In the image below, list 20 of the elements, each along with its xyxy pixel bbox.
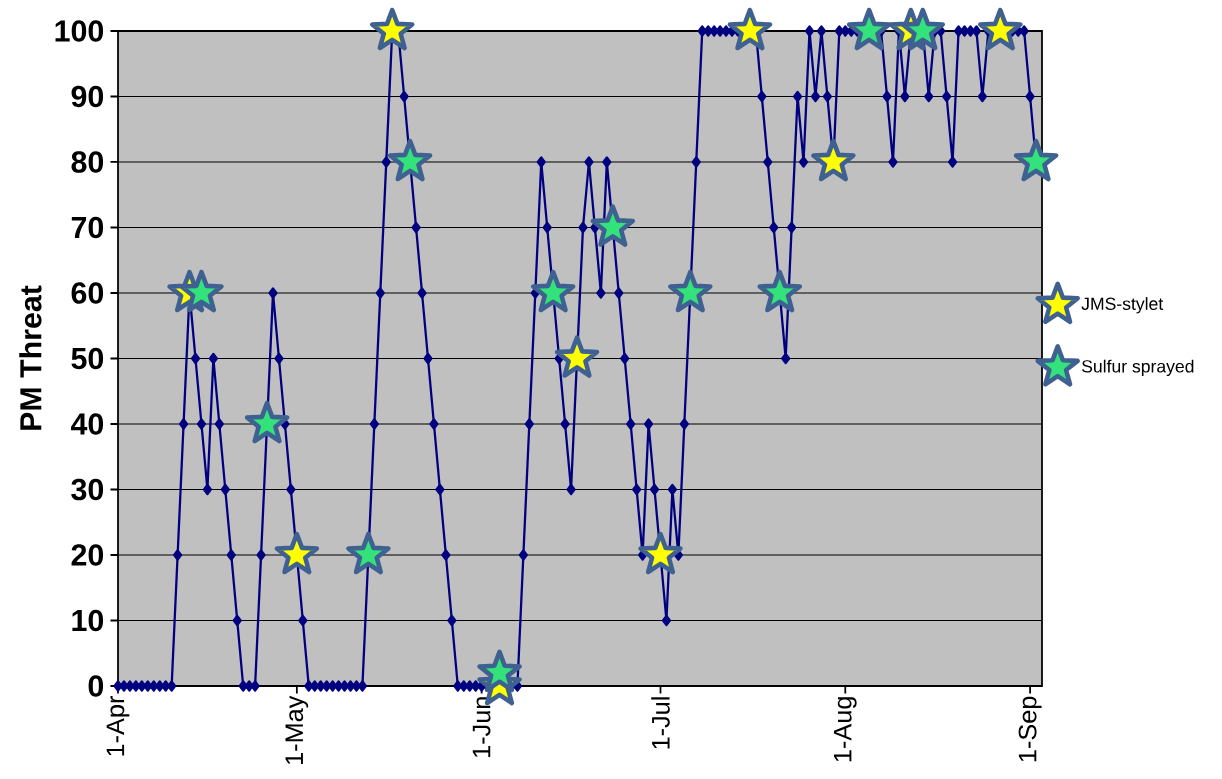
legend-label: JMS-stylet <box>1081 297 1164 314</box>
y-tick-label: 10 <box>72 609 104 632</box>
x-tick-label: 1-Aug <box>833 697 857 762</box>
x-tick-label: 1-May <box>285 695 309 764</box>
x-tick-label: 1-Jun <box>472 697 491 757</box>
y-axis-title: PM Threat <box>19 285 42 430</box>
x-tick-label: 1-Sep <box>1018 696 1042 762</box>
x-tick-label: 1-Apr <box>106 696 130 756</box>
y-tick-label: 0 <box>88 675 104 697</box>
y-tick-label: 30 <box>71 478 104 501</box>
y-tick-label: 50 <box>71 347 104 370</box>
y-tick-label: 100 <box>55 20 104 42</box>
y-tick-label: 60 <box>71 282 104 304</box>
y-tick-label: 20 <box>71 544 104 566</box>
x-tick-label: 1-Jul <box>651 697 670 749</box>
y-tick-label: 80 <box>71 151 104 173</box>
legend-label: Sulfur sprayed <box>1081 359 1194 377</box>
y-tick-label: 40 <box>70 413 104 435</box>
y-tick-label: 70 <box>71 216 104 239</box>
y-tick-label: 90 <box>71 85 104 108</box>
